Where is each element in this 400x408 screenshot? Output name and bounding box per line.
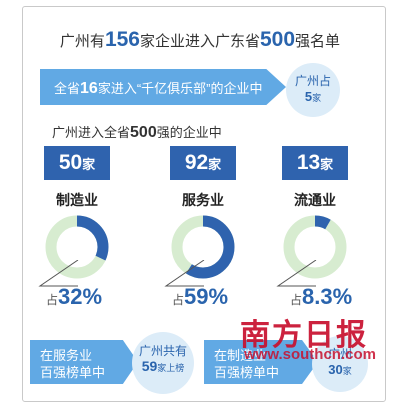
bottom-left-band-line1: 在服务业: [40, 348, 93, 363]
headline-number-500: 500: [260, 28, 296, 51]
subhead-post: 强的企业中: [156, 125, 222, 140]
bottom-right-badge-value-line: 30家: [312, 362, 368, 379]
share-percent: 59%: [184, 284, 229, 309]
headline-text-mid: 家企业进入广东省: [139, 33, 260, 50]
donut-chart-distribution: [283, 215, 347, 279]
bottom-left-badge: 广州共有 59家上榜: [132, 332, 194, 394]
stat-box-distribution: 13家: [282, 146, 348, 180]
headline-text-post: 强名单: [295, 33, 341, 50]
share-prefix: 占: [172, 293, 185, 307]
subhead-pre: 广州进入全省: [52, 125, 131, 140]
bottom-left-band: 在服务业 百强榜单中: [30, 340, 138, 384]
share-services: 占59%: [172, 284, 228, 310]
stat-count: 50: [58, 151, 83, 174]
bottom-right-badge-label: 广州: [327, 347, 352, 361]
bottom-left-badge-value-line: 59家上榜: [132, 359, 194, 376]
stat-box-services: 92家: [170, 146, 236, 180]
top-band-text: 全省16家进入“千亿俱乐部”的企业中: [54, 78, 262, 98]
pointer-line-manufacturing: [38, 260, 79, 287]
newspaper-logo-watermark: 南方日报: [240, 319, 368, 352]
top-arrow-band: 全省16家进入“千亿俱乐部”的企业中: [40, 69, 286, 105]
top-band-number: 16: [80, 80, 98, 97]
top-badge-value-line: 5家: [286, 89, 340, 106]
bottom-right-badge: 广州 30家: [312, 336, 368, 392]
donut-arc-services: [171, 215, 235, 279]
sector-name-manufacturing: 制造业: [56, 192, 98, 208]
subhead-number: 500: [130, 124, 157, 141]
top-badge-unit: 家: [312, 93, 322, 103]
bottom-right-band-line1: 在制造业: [214, 348, 267, 363]
stat-count: 92: [184, 151, 209, 174]
donut-chart-manufacturing: [45, 215, 109, 279]
stat-unit: 家: [320, 157, 334, 172]
donut-arc-manufacturing: [45, 215, 109, 279]
share-prefix: 占: [46, 293, 59, 307]
bottom-right-band-line2: 百强榜单中: [214, 365, 280, 380]
bottom-left-badge-unit: 家上榜: [157, 363, 185, 373]
stat-count: 13: [296, 151, 321, 174]
top-badge-label: 广州占: [294, 74, 331, 88]
top-band-post: 家进入“千亿俱乐部”的企业中: [97, 81, 263, 96]
donut-arc-distribution: [283, 215, 347, 279]
headline-number-156: 156: [104, 28, 140, 51]
top-badge: 广州占 5家: [286, 63, 340, 117]
sector-name-services: 服务业: [182, 192, 224, 208]
bottom-left-badge-label: 广州共有: [138, 344, 187, 358]
donut-chart-services: [171, 215, 235, 279]
stat-unit: 家: [82, 157, 96, 172]
subhead: 广州进入全省500强的企业中: [52, 122, 222, 142]
stat-box-manufacturing: 50家: [44, 146, 110, 180]
bottom-left-band-line2: 百强榜单中: [40, 365, 106, 380]
headline: 广州有156家企业进入广东省500强名单: [0, 28, 400, 52]
top-badge-value: 5: [304, 89, 313, 104]
bottom-left-badge-value: 59: [141, 358, 158, 374]
top-band-pre: 全省: [54, 81, 81, 96]
pointer-line-distribution: [276, 260, 317, 287]
share-manufacturing: 占32%: [46, 284, 102, 310]
bottom-right-band: 在制造业 百强榜单中: [204, 340, 318, 384]
headline-text-pre: 广州有: [59, 33, 105, 50]
bottom-right-badge-unit: 家: [342, 366, 352, 376]
share-distribution: 占8.3%: [290, 284, 352, 310]
share-percent: 32%: [58, 284, 103, 309]
sector-name-distribution: 流通业: [294, 192, 336, 208]
bottom-right-badge-value: 30: [328, 362, 343, 377]
share-percent: 8.3%: [302, 284, 353, 309]
pointer-line-services: [164, 260, 205, 287]
share-prefix: 占: [290, 293, 303, 307]
stat-unit: 家: [208, 157, 222, 172]
website-url-watermark: www.southcn.com: [244, 346, 376, 363]
